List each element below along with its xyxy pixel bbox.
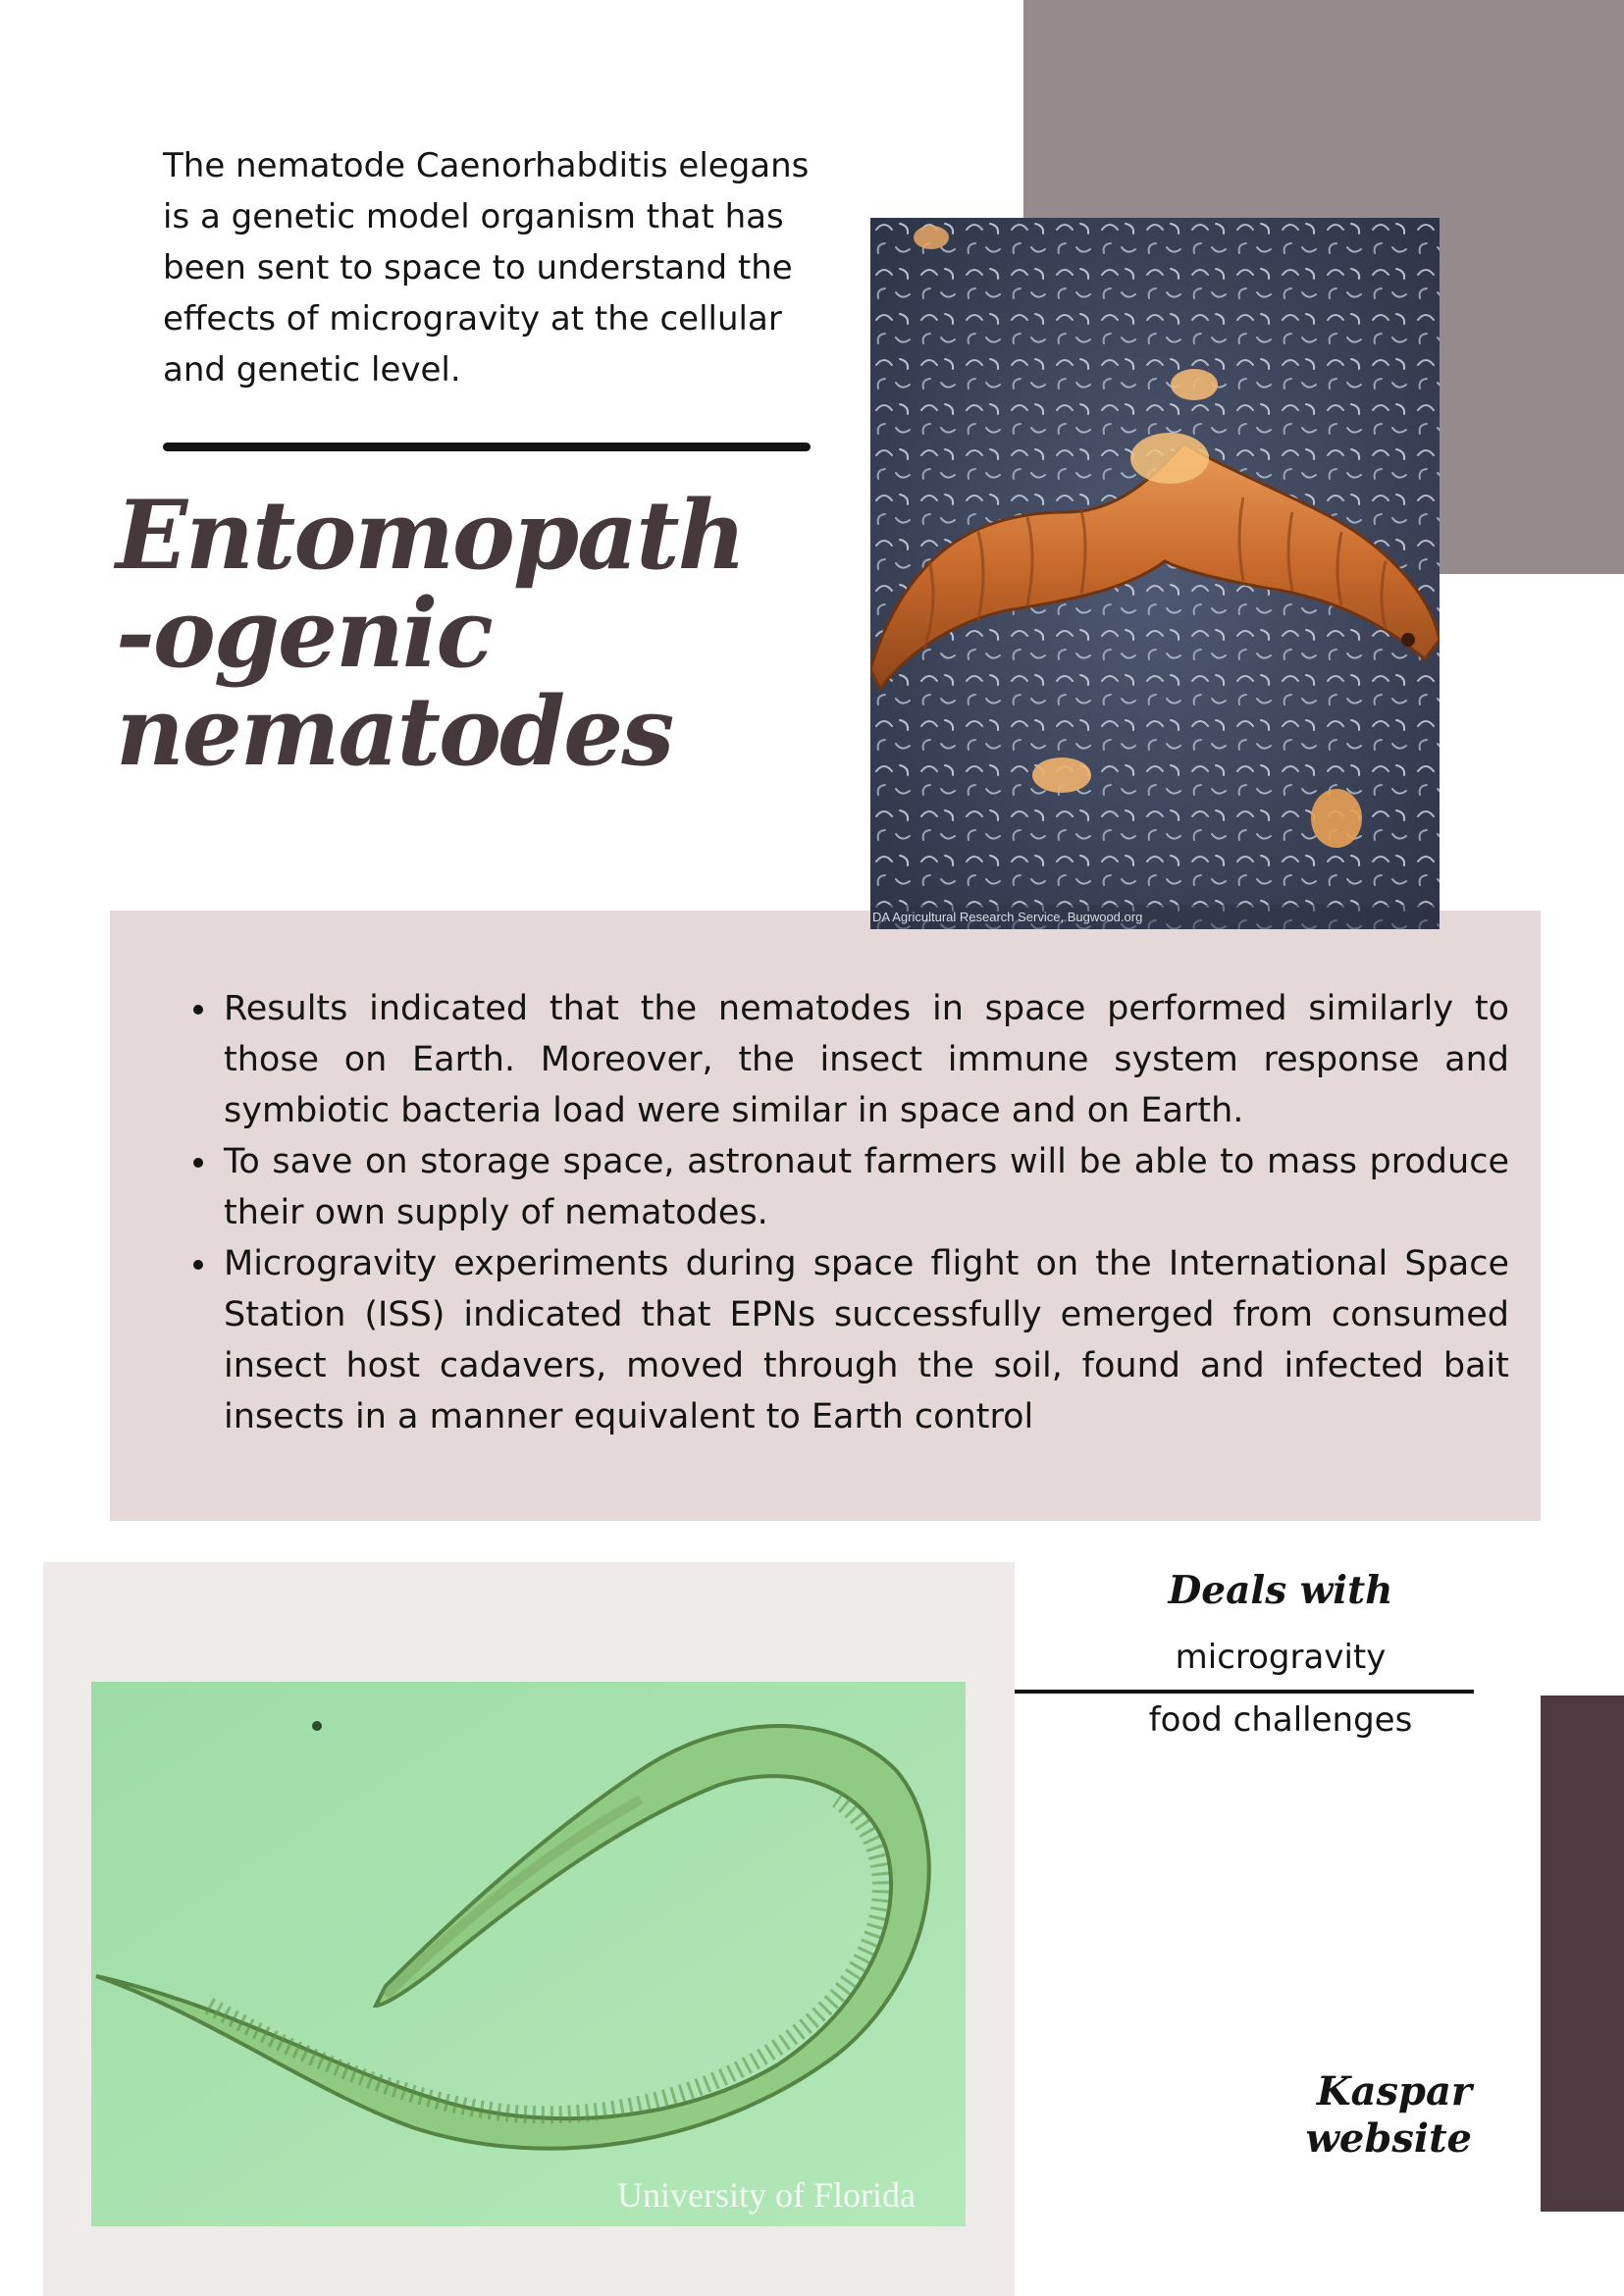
nematode-micrograph-photo: University of Florida — [91, 1682, 966, 2226]
intro-paragraph: The nematode Caenorhabditis elegans is a… — [163, 146, 810, 390]
decorative-dark-bar — [1541, 1696, 1624, 2212]
intro-underline-divider — [163, 443, 811, 451]
deals-divider — [1015, 1690, 1474, 1694]
list-item: Microgravity experiments during space fl… — [220, 1238, 1509, 1442]
title-line-1: Entomopath — [116, 480, 746, 591]
bullet-panel-background — [110, 911, 1541, 1521]
worm-photo-illustration: University of Florida — [91, 1682, 966, 2226]
list-item: To save on storage space, astronaut farm… — [220, 1136, 1509, 1238]
larva-nematode-photo: DA Agricultural Research Service, Bugwoo… — [870, 218, 1440, 929]
larva-photo-illustration: DA Agricultural Research Service, Bugwoo… — [870, 218, 1440, 929]
larva-photo-credit: DA Agricultural Research Service, Bugwoo… — [872, 910, 1142, 924]
title-line-2: -ogenic — [116, 578, 494, 689]
deals-heading: Deals with — [1168, 1568, 1393, 1613]
findings-list: Results indicated that the nematodes in … — [183, 983, 1509, 1442]
kaspar-link-line-1: Kaspar — [1316, 2068, 1472, 2114]
deals-item-microgravity: microgravity — [1175, 1638, 1387, 1677]
list-item: Results indicated that the nematodes in … — [220, 983, 1509, 1136]
title-line-3: nematodes — [116, 676, 674, 787]
deals-item-food-challenges: food challenges — [1148, 1700, 1413, 1740]
worm-photo-credit: University of Florida — [617, 2175, 916, 2215]
kaspar-link-line-2: website — [1305, 2115, 1473, 2162]
page-title: Entomopath -ogenic nematodes — [116, 487, 862, 781]
kaspar-website-link[interactable]: Kaspar website — [1207, 2068, 1473, 2163]
